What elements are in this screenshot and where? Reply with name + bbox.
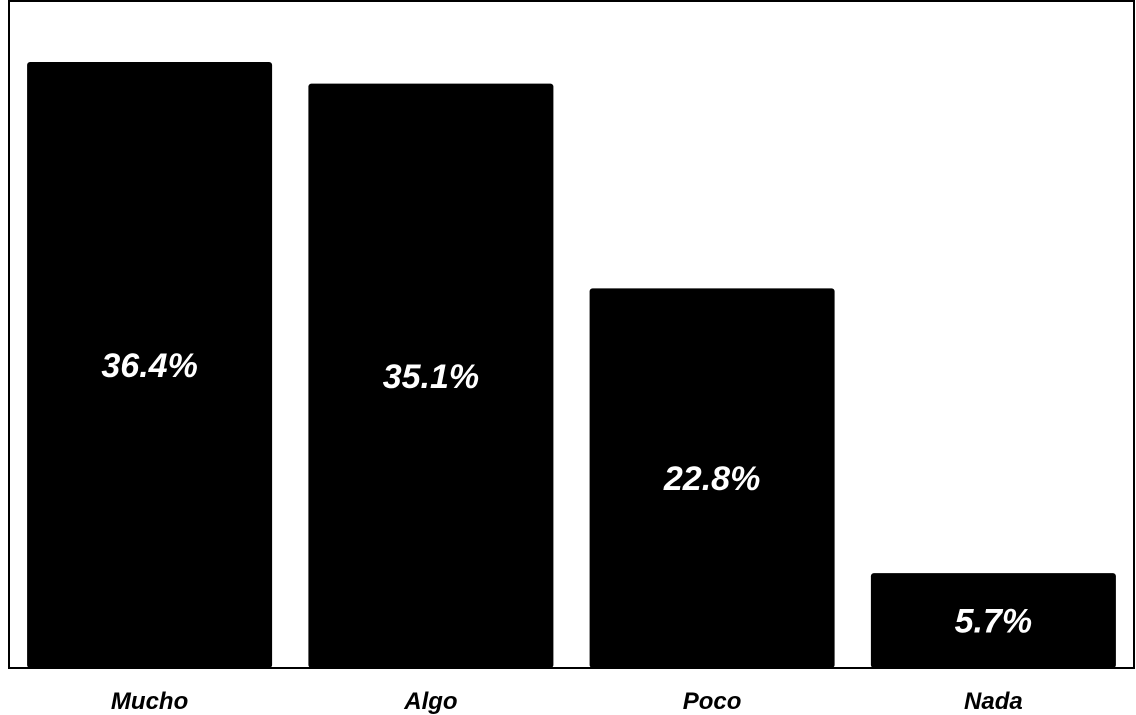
bar-value-label: 22.8%	[663, 460, 760, 498]
bar-algo	[308, 83, 554, 669]
labels-layer: 36.4% Mucho 35.1% Algo 22.8% Poco 5.7% Nada	[101, 347, 1032, 715]
bar-nada	[870, 573, 1116, 668]
category-tick-label: Poco	[683, 688, 742, 715]
bar-poco	[589, 288, 835, 668]
category-tick-label: Nada	[964, 688, 1023, 715]
category-tick-label: Algo	[403, 688, 457, 715]
bar-value-label: 35.1%	[383, 358, 479, 396]
bar-value-label: 5.7%	[955, 603, 1033, 641]
bar-value-label: 36.4%	[101, 347, 197, 385]
category-tick-label: Mucho	[111, 688, 188, 715]
bars-layer	[27, 62, 1116, 669]
bar-mucho	[27, 62, 273, 668]
